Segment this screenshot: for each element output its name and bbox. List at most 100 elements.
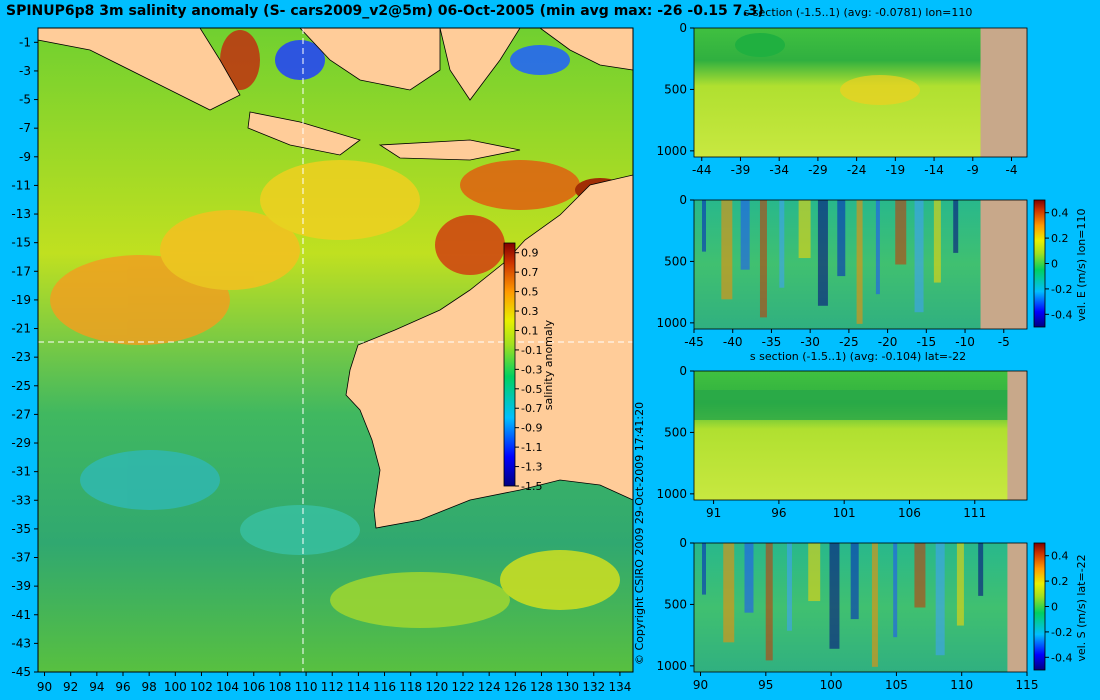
x-tick-label: 115 <box>1016 678 1039 692</box>
x-tick-label: 105 <box>885 678 908 692</box>
velocity-stripe <box>978 543 984 596</box>
x-tick-label: 100 <box>820 678 843 692</box>
map-x-tick-label: 116 <box>373 680 396 694</box>
colorbar-tick-label: -0.2 <box>1051 626 1072 639</box>
map-x-tick-label: 132 <box>582 680 605 694</box>
velocity-stripe <box>935 543 945 656</box>
map-y-tick-label: -7 <box>19 121 31 135</box>
colorbar-tick-label: -0.5 <box>521 383 542 396</box>
colorbar-tick-label: 0.2 <box>1051 575 1069 588</box>
map-y-tick-label: -11 <box>11 178 31 192</box>
colorbar-tick-label: 0.5 <box>521 286 539 299</box>
velocity-stripe <box>956 543 964 626</box>
panel2-land <box>980 200 1027 329</box>
velocity-stripe <box>759 200 767 318</box>
panel1-land <box>980 28 1027 157</box>
map-x-tick-label: 102 <box>190 680 213 694</box>
map-x-tick-label: 104 <box>216 680 239 694</box>
panel3-feature <box>694 390 1014 420</box>
map-frame <box>37 27 634 673</box>
panel3-land <box>1007 371 1027 500</box>
panel4-colorbar <box>1033 542 1046 671</box>
x-tick-label: -34 <box>769 163 789 177</box>
land-sumatra <box>37 27 241 111</box>
map-y-tick-label: -45 <box>11 665 31 679</box>
map-y-tick-label: -29 <box>11 436 31 450</box>
panel1-frame <box>693 27 1028 158</box>
colorbar-tick-label: 0.9 <box>521 247 539 260</box>
map-x-tick-label: 118 <box>399 680 422 694</box>
velocity-stripe <box>914 543 926 608</box>
map-y-tick-label: -43 <box>11 636 31 650</box>
land-java <box>247 111 361 156</box>
main-title: SPINUP6p8 3m salinity anomaly (S- cars20… <box>6 3 764 19</box>
copyright-text: © Copyright CSIRO 2009 29-Oct-2009 17:41… <box>633 402 646 665</box>
map-x-tick-label: 120 <box>425 680 448 694</box>
map-x-tick-label: 134 <box>608 680 631 694</box>
map-x-tick-label: 98 <box>142 680 157 694</box>
colorbar-tick-label: 0.1 <box>521 324 539 337</box>
map-x-tick-label: 130 <box>556 680 579 694</box>
x-tick-label: 96 <box>771 506 786 520</box>
velocity-stripe <box>875 200 880 295</box>
velocity-stripe <box>837 200 846 277</box>
map-x-tick-label: 92 <box>63 680 78 694</box>
map-y-tick-label: -1 <box>19 35 31 49</box>
map-x-tick-label: 112 <box>321 680 344 694</box>
y-tick-label: 500 <box>664 597 687 611</box>
x-tick-label: -20 <box>878 335 898 349</box>
x-tick-label: -19 <box>886 163 906 177</box>
panel2-axes: -45 -40 -35 -30 -25 -20 -15 -10 -5 0 500 1000 <box>656 193 1009 349</box>
x-tick-label: -44 <box>692 163 712 177</box>
y-tick-label: 0 <box>679 536 687 550</box>
x-tick-label: -39 <box>731 163 751 177</box>
x-tick-label: -14 <box>924 163 944 177</box>
map-y-tick-label: -37 <box>11 551 31 565</box>
velocity-stripe <box>914 200 924 313</box>
x-tick-label: 111 <box>963 506 986 520</box>
colorbar-tick-label: 0 <box>1051 601 1058 614</box>
colorbar-tick-label: 0.2 <box>1051 232 1069 245</box>
map-x-tick-label: 114 <box>347 680 370 694</box>
panel4-land <box>1007 543 1027 672</box>
map-x-axis: 90 92 94 96 98 100 102 104 106 108 110 112 114 116 118… <box>37 672 631 694</box>
main-map: 90 92 94 96 98 100 102 104 106 108 110 112 114 116 118… <box>11 27 634 694</box>
map-y-axis: -1 -3 -5 -7 -9 -11 -13 -15 -17 -19 -21 -23 -25 -27 -29… <box>11 35 38 679</box>
x-tick-label: -24 <box>847 163 867 177</box>
map-y-tick-label: -33 <box>11 493 31 507</box>
y-tick-label: 1000 <box>656 144 687 158</box>
x-tick-label: -30 <box>800 335 820 349</box>
panel1-title: s section (-1.5..1) (avg: -0.0781) lon=1… <box>744 6 973 19</box>
map-x-tick-label: 100 <box>164 680 187 694</box>
velocity-stripe <box>723 543 735 643</box>
velocity-stripe <box>786 543 792 631</box>
y-tick-label: 500 <box>664 82 687 96</box>
velocity-stripe <box>740 200 750 270</box>
map-y-tick-label: -3 <box>19 64 31 78</box>
panel-vs-section-lat: 90 95 100 105 110 115 0 500 1000 0.4 0.2 0 -0.2 -0.4… <box>656 536 1088 692</box>
panel4-field <box>694 543 1027 672</box>
land-lesser-sundas <box>378 139 521 161</box>
x-tick-label: 95 <box>758 678 773 692</box>
x-tick-label: 110 <box>950 678 973 692</box>
panel-s-section-lon: s section (-1.5..1) (avg: -0.0781) lon=1… <box>656 6 1028 177</box>
x-tick-label: -4 <box>1006 163 1018 177</box>
colorbar-tick-label: -0.7 <box>521 402 542 415</box>
velocity-stripe <box>798 200 811 259</box>
velocity-stripe <box>721 200 733 300</box>
panel2-velocity-stripes <box>702 200 959 324</box>
x-tick-label: 101 <box>833 506 856 520</box>
map-x-tick-label: 126 <box>504 680 527 694</box>
y-tick-label: 500 <box>664 425 687 439</box>
velocity-stripe <box>702 200 706 252</box>
map-colorbar-gradient <box>503 242 516 487</box>
velocity-stripe <box>895 200 907 265</box>
map-y-tick-label: -35 <box>11 522 31 536</box>
y-tick-label: 1000 <box>656 316 687 330</box>
map-salinity-patches <box>50 30 625 628</box>
velocity-stripe <box>817 200 828 306</box>
x-tick-label: 91 <box>706 506 721 520</box>
velocity-stripe <box>829 543 840 649</box>
x-tick-label: -35 <box>762 335 782 349</box>
